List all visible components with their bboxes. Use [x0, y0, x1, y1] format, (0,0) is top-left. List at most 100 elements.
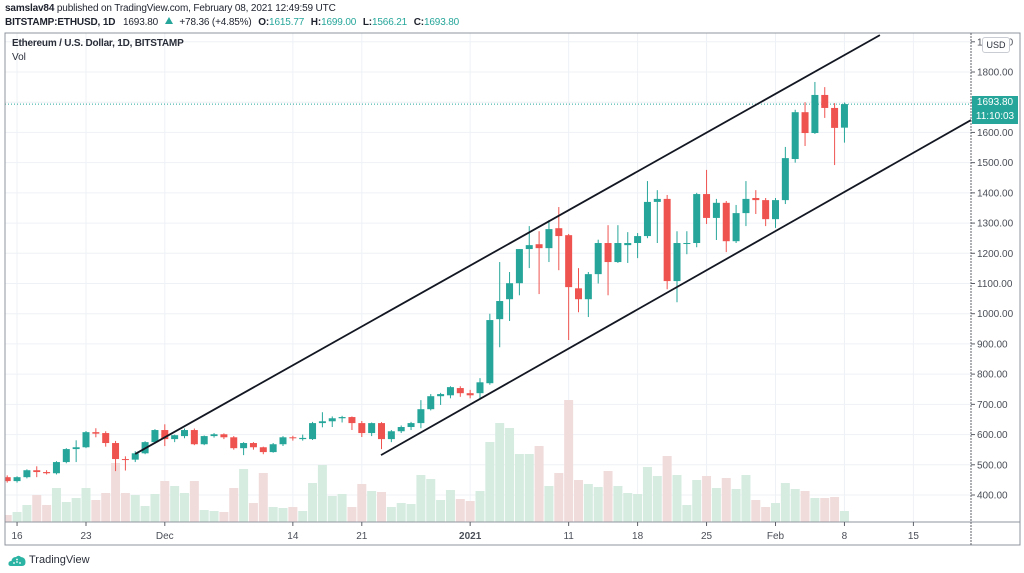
candle	[486, 313, 494, 385]
candle	[72, 440, 80, 463]
price-tick-label: 1500.00	[977, 158, 1014, 169]
time-tick-label: 25	[701, 531, 713, 542]
time-tick-label: Feb	[767, 531, 785, 542]
candle	[811, 81, 819, 134]
candle	[230, 436, 238, 450]
candle-body	[437, 394, 445, 397]
volume-bar	[298, 511, 308, 522]
volume-bar	[347, 507, 357, 522]
price-tick-label: 900.00	[977, 339, 1008, 350]
candle-body	[663, 198, 671, 282]
trend-channel[interactable]	[134, 34, 971, 456]
volume-bar	[514, 454, 524, 522]
candle-body	[703, 194, 711, 218]
candle-body	[821, 94, 829, 108]
volume-bar	[564, 400, 574, 522]
volume-bar	[337, 494, 347, 522]
chart-legend-title[interactable]: Ethereum / U.S. Dollar, 1D, BITSTAMP	[12, 38, 184, 49]
volume-bar	[308, 483, 318, 522]
volume-bar	[455, 499, 465, 522]
chart-frame	[4, 32, 1021, 546]
candle	[112, 440, 120, 472]
candle-body	[368, 423, 376, 434]
candle	[683, 231, 691, 255]
candle	[624, 232, 632, 263]
channel-upper-line[interactable]	[134, 34, 881, 455]
candle-body	[131, 453, 139, 460]
price-axis[interactable]: 400.00 500.00 600.00 700.00 800.00 900.00 1000…	[971, 37, 1014, 502]
candle	[407, 421, 415, 431]
candle	[358, 420, 366, 437]
volume-bar	[731, 489, 741, 522]
candle	[240, 442, 248, 456]
candle	[279, 436, 287, 447]
volume-legend[interactable]: Vol	[12, 52, 26, 63]
candle	[496, 262, 504, 348]
candle	[417, 400, 425, 429]
volume-bar	[101, 493, 111, 522]
candle	[92, 428, 100, 438]
volume-bar	[672, 475, 682, 522]
candle	[151, 429, 159, 444]
time-axis[interactable]: 16 23 Dec 14 21 2021 11 18 25 Feb 8 15	[11, 522, 919, 542]
last-price-label: 1693.80	[972, 96, 1018, 110]
candle-body	[338, 417, 346, 419]
candle	[712, 198, 720, 240]
volume-bar	[574, 480, 583, 522]
price-tick-label: 500.00	[977, 460, 1008, 471]
candle-body	[72, 447, 80, 450]
candle-body	[506, 283, 514, 300]
volume-bar	[278, 508, 288, 522]
volume-bar	[702, 476, 712, 522]
currency-badge[interactable]: USD	[982, 37, 1010, 53]
volume-bar	[189, 481, 199, 522]
candle-body	[811, 94, 819, 134]
candle-body	[496, 301, 504, 320]
volume-bar	[554, 473, 564, 522]
candle	[476, 378, 484, 400]
candle-body	[683, 243, 691, 245]
volume-bar	[682, 505, 692, 522]
time-tick-label: 23	[80, 531, 92, 542]
volume-bar	[71, 498, 81, 522]
volume-bar	[209, 511, 219, 522]
volume-bar	[199, 510, 209, 522]
candle	[427, 394, 435, 411]
volume-bar	[544, 486, 554, 522]
candle	[545, 220, 553, 263]
candle-body	[249, 443, 257, 448]
candle-body	[259, 447, 267, 453]
volume-bar	[780, 483, 790, 522]
candle	[515, 249, 523, 296]
candle-body	[5, 477, 11, 482]
volume-bar	[22, 505, 32, 522]
candle-body	[92, 432, 100, 434]
volume-bar	[761, 507, 771, 522]
channel-lower-line[interactable]	[380, 119, 971, 456]
volume-bar	[820, 498, 830, 522]
candle	[565, 233, 573, 341]
volume-bar	[800, 491, 810, 522]
candle-body	[52, 462, 60, 474]
author-name[interactable]: samslav84	[5, 3, 55, 14]
candle-body	[840, 104, 848, 128]
candle	[269, 443, 277, 453]
candle	[121, 456, 129, 471]
candle	[634, 233, 642, 259]
price-tick-label: 1400.00	[977, 188, 1014, 199]
candle	[299, 434, 307, 441]
candle-body	[565, 235, 573, 288]
candle	[348, 416, 356, 431]
candle-body	[318, 421, 326, 424]
candle-body	[328, 418, 336, 422]
candle-body	[446, 387, 454, 396]
candle	[456, 386, 464, 397]
close-value: 1693.80	[423, 17, 460, 28]
candle	[289, 435, 297, 441]
candle	[210, 433, 218, 438]
candle	[387, 430, 395, 443]
candle	[575, 268, 582, 313]
candle	[466, 389, 474, 399]
tradingview-brand[interactable]: TradingView	[8, 552, 90, 568]
